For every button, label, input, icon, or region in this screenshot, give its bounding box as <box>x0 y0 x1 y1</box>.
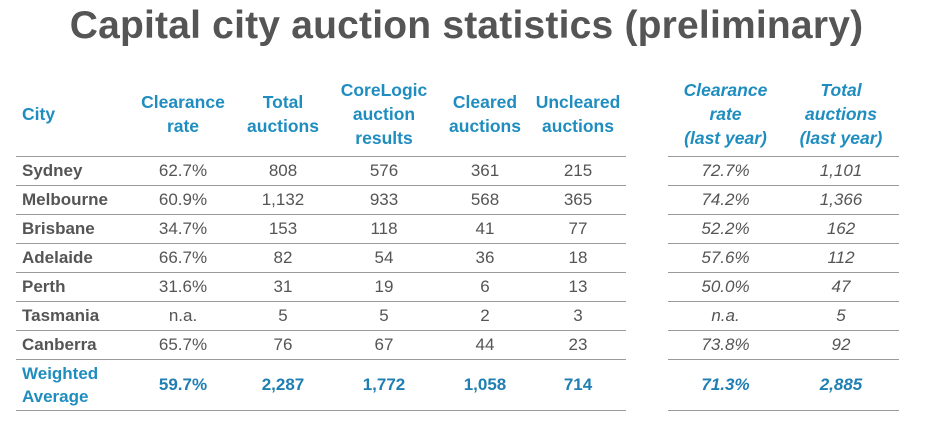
ly-total-auctions-cell: 1,101 <box>783 156 899 186</box>
ly-clearance-rate-cell: 72.7% <box>668 156 783 186</box>
corelogic-results-cell: 54 <box>328 243 440 273</box>
clearance-rate-cell: 31.6% <box>128 272 238 302</box>
city-cell: Melbourne <box>16 185 128 215</box>
corelogic-results-cell: 19 <box>328 272 440 302</box>
clearance-rate-cell: 59.7% <box>128 359 238 411</box>
table-row: Perth 31.6% 31 19 6 13 <box>16 272 626 302</box>
ly-clearance-rate-cell: 71.3% <box>668 359 783 411</box>
table-row: 72.7% 1,101 <box>668 156 899 186</box>
corelogic-results-cell: 1,772 <box>328 359 440 411</box>
total-auctions-cell: 153 <box>238 214 328 244</box>
total-auctions-cell: 82 <box>238 243 328 273</box>
header-city: City <box>22 104 56 124</box>
ly-clearance-rate-cell: 74.2% <box>668 185 783 215</box>
corelogic-results-cell: 118 <box>328 214 440 244</box>
cleared-cell: 1,058 <box>440 359 530 411</box>
total-auctions-cell: 808 <box>238 156 328 186</box>
clearance-rate-cell: n.a. <box>128 301 238 331</box>
uncleared-cell: 215 <box>530 156 626 186</box>
ly-total-auctions-cell: 162 <box>783 214 899 244</box>
header-row: City Clearance rate Total auctions CoreLog… <box>16 72 626 157</box>
cleared-cell: 2 <box>440 301 530 331</box>
header-cleared-auctions: Cleared auctions <box>449 92 521 136</box>
last-year-table: Clearance rate (last year) Total auctions (l… <box>668 72 899 411</box>
ly-total-auctions-cell: 112 <box>783 243 899 273</box>
city-cell: Sydney <box>16 156 128 186</box>
table-row: Canberra 65.7% 76 67 44 23 <box>16 330 626 360</box>
uncleared-cell: 714 <box>530 359 626 411</box>
clearance-rate-cell: 62.7% <box>128 156 238 186</box>
total-auctions-cell: 76 <box>238 330 328 360</box>
ly-clearance-rate-cell: 52.2% <box>668 214 783 244</box>
city-cell: Tasmania <box>16 301 128 331</box>
weighted-average-row: 71.3% 2,885 <box>668 359 899 411</box>
total-auctions-cell: 31 <box>238 272 328 302</box>
city-cell: Perth <box>16 272 128 302</box>
city-cell: Canberra <box>16 330 128 360</box>
header-uncleared-auctions: Uncleared auctions <box>535 92 621 136</box>
ly-total-auctions-cell: 47 <box>783 272 899 302</box>
auction-stats-table: City Clearance rate Total auctions CoreLog… <box>16 72 626 411</box>
cleared-cell: 6 <box>440 272 530 302</box>
page-title: Capital city auction statistics (prelimi… <box>69 4 864 47</box>
ly-total-auctions-cell: 92 <box>783 330 899 360</box>
corelogic-results-cell: 67 <box>328 330 440 360</box>
total-auctions-cell: 1,132 <box>238 185 328 215</box>
header-clearance-rate-last-year: Clearance rate (last year) <box>683 80 768 148</box>
cleared-cell: 36 <box>440 243 530 273</box>
uncleared-cell: 18 <box>530 243 626 273</box>
header-corelogic-results: CoreLogic auction results <box>340 80 428 148</box>
weighted-average-row: Weighted Average 59.7% 2,287 1,772 1,058 … <box>16 359 626 411</box>
table-row: Sydney 62.7% 808 576 361 215 <box>16 156 626 186</box>
corelogic-results-cell: 933 <box>328 185 440 215</box>
uncleared-cell: 13 <box>530 272 626 302</box>
table-row: Brisbane 34.7% 153 118 41 77 <box>16 214 626 244</box>
table-row: 50.0% 47 <box>668 272 899 302</box>
city-cell: Adelaide <box>16 243 128 273</box>
ly-total-auctions-cell: 1,366 <box>783 185 899 215</box>
table-row: 73.8% 92 <box>668 330 899 360</box>
weighted-average-label: Weighted Average <box>16 359 128 411</box>
cleared-cell: 568 <box>440 185 530 215</box>
corelogic-results-cell: 576 <box>328 156 440 186</box>
table-row: Melbourne 60.9% 1,132 933 568 365 <box>16 185 626 215</box>
cleared-cell: 41 <box>440 214 530 244</box>
clearance-rate-cell: 65.7% <box>128 330 238 360</box>
city-cell: Brisbane <box>16 214 128 244</box>
ly-clearance-rate-cell: 50.0% <box>668 272 783 302</box>
table-row: 57.6% 112 <box>668 243 899 273</box>
table-row: 52.2% 162 <box>668 214 899 244</box>
table-row: 74.2% 1,366 <box>668 185 899 215</box>
clearance-rate-cell: 66.7% <box>128 243 238 273</box>
ly-clearance-rate-cell: 73.8% <box>668 330 783 360</box>
header-total-auctions-last-year: Total auctions (last year) <box>799 80 883 148</box>
uncleared-cell: 3 <box>530 301 626 331</box>
corelogic-results-cell: 5 <box>328 301 440 331</box>
ly-clearance-rate-cell: n.a. <box>668 301 783 331</box>
header-row: Clearance rate (last year) Total auctions (l… <box>668 72 899 157</box>
table-row: Tasmania n.a. 5 5 2 3 <box>16 301 626 331</box>
clearance-rate-cell: 34.7% <box>128 214 238 244</box>
header-total-auctions: Total auctions <box>247 92 319 136</box>
uncleared-cell: 365 <box>530 185 626 215</box>
uncleared-cell: 77 <box>530 214 626 244</box>
clearance-rate-cell: 60.9% <box>128 185 238 215</box>
cleared-cell: 44 <box>440 330 530 360</box>
total-auctions-cell: 5 <box>238 301 328 331</box>
header-clearance-rate: Clearance rate <box>141 92 225 136</box>
ly-total-auctions-cell: 5 <box>783 301 899 331</box>
ly-total-auctions-cell: 2,885 <box>783 359 899 411</box>
total-auctions-cell: 2,287 <box>238 359 328 411</box>
table-row: Adelaide 66.7% 82 54 36 18 <box>16 243 626 273</box>
uncleared-cell: 23 <box>530 330 626 360</box>
cleared-cell: 361 <box>440 156 530 186</box>
ly-clearance-rate-cell: 57.6% <box>668 243 783 273</box>
table-row: n.a. 5 <box>668 301 899 331</box>
